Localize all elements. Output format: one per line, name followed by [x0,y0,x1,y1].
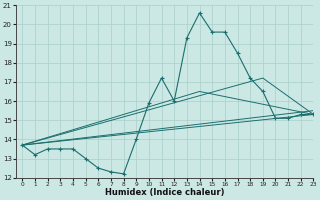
X-axis label: Humidex (Indice chaleur): Humidex (Indice chaleur) [105,188,224,197]
